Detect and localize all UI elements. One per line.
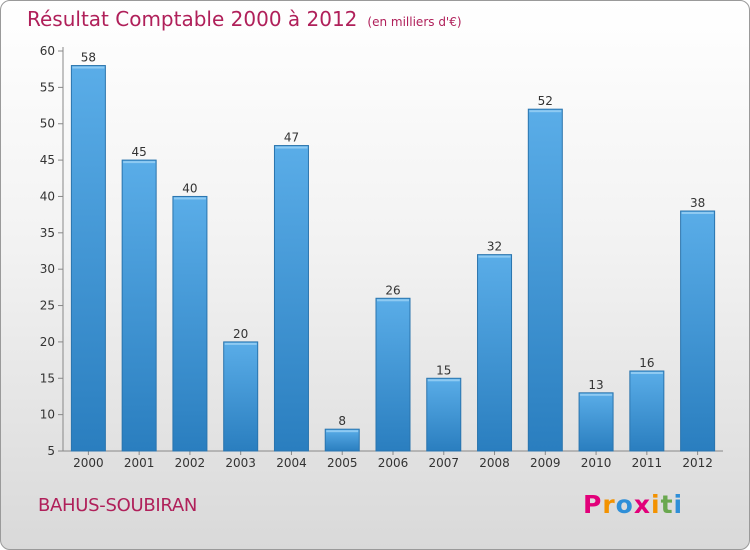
bar	[527, 108, 563, 452]
data-label: 47	[284, 131, 299, 145]
logo-letter: x	[633, 490, 651, 519]
chart-subtitle: (en milliers d'€)	[367, 15, 462, 29]
data-label: 13	[588, 378, 603, 392]
chart-bars	[70, 65, 716, 452]
bar-highlight	[681, 212, 714, 214]
bar-highlight	[224, 342, 257, 345]
x-tick-label: 2010	[581, 456, 612, 470]
logo-letter: t	[660, 490, 674, 519]
data-label: 16	[639, 356, 654, 370]
bar-highlight	[478, 255, 511, 258]
bar-highlight	[123, 161, 156, 164]
chart-labels: 58 2000 45 2001 40 2002 20 2003 47 2004 8 2005 26 200…	[73, 51, 713, 470]
bar-highlight	[326, 430, 359, 433]
y-tick-label: 45	[40, 153, 55, 167]
bar-group	[223, 341, 259, 452]
bar-highlight	[580, 393, 613, 396]
x-tick-label: 2004	[276, 456, 307, 470]
proxiti-logo: Proxiti	[583, 490, 683, 519]
bar	[426, 377, 462, 452]
bar	[324, 428, 360, 452]
logo-letter: i	[673, 490, 684, 519]
data-label: 38	[690, 196, 705, 210]
data-label: 58	[81, 51, 96, 65]
data-label: 32	[487, 240, 502, 254]
chart-title: Résultat Comptable 2000 à 2012 (en millie…	[27, 7, 462, 31]
x-tick-label: 2008	[479, 456, 510, 470]
y-tick-label: 10	[40, 408, 55, 422]
x-tick-label: 2000	[73, 456, 104, 470]
logo-letter: o	[615, 490, 634, 519]
x-tick-label: 2007	[428, 456, 459, 470]
x-tick-label: 2001	[124, 456, 155, 470]
data-label: 26	[385, 283, 400, 297]
y-tick-label: 60	[40, 44, 55, 58]
x-tick-label: 2011	[632, 456, 663, 470]
bar-group	[477, 254, 513, 452]
logo-letter: P	[583, 490, 603, 519]
bar-group	[375, 297, 411, 452]
bar	[121, 159, 157, 452]
data-label: 52	[538, 94, 553, 108]
bar-group	[70, 65, 106, 452]
bar	[375, 297, 411, 452]
bar-highlight	[427, 379, 460, 382]
y-tick-label: 5	[47, 444, 55, 458]
bar-group	[426, 377, 462, 452]
bar	[477, 254, 513, 452]
bar	[680, 210, 716, 452]
bar	[273, 145, 309, 452]
bar	[70, 65, 106, 452]
x-tick-label: 2006	[378, 456, 409, 470]
x-tick-label: 2005	[327, 456, 358, 470]
data-label: 40	[182, 181, 197, 195]
bar-highlight	[630, 372, 663, 374]
y-tick-label: 25	[40, 299, 55, 313]
data-label: 15	[436, 363, 451, 377]
bar	[223, 341, 259, 452]
x-tick-label: 2012	[682, 456, 713, 470]
bar	[578, 392, 614, 452]
bar-group	[273, 145, 309, 452]
chart-title-main: Résultat Comptable 2000 à 2012	[27, 7, 358, 31]
logo-letter: r	[602, 490, 616, 519]
bar-highlight	[377, 299, 409, 302]
bar-group	[578, 392, 614, 452]
bar	[172, 195, 208, 452]
y-tick-label: 20	[40, 335, 55, 349]
logo-letter: i	[651, 490, 661, 519]
bar-group	[629, 370, 665, 452]
y-tick-label: 15	[40, 371, 55, 385]
y-tick-label: 35	[40, 226, 55, 240]
bar	[629, 370, 665, 452]
x-tick-label: 2003	[225, 456, 256, 470]
bar-group	[121, 159, 157, 452]
y-tick-label: 55	[40, 80, 55, 94]
bar-group	[680, 210, 716, 452]
commune-name: BAHUS-SOUBIRAN	[38, 495, 198, 516]
y-tick-label: 50	[40, 117, 55, 131]
data-label: 45	[132, 145, 147, 159]
bar-highlight	[275, 146, 308, 149]
bar-highlight	[72, 66, 105, 69]
y-tick-label: 40	[40, 189, 55, 203]
bar-highlight	[173, 197, 206, 200]
x-tick-label: 2009	[530, 456, 561, 470]
bar-group	[527, 108, 563, 452]
bar-group	[324, 428, 360, 452]
data-label: 8	[338, 414, 346, 428]
data-label: 20	[233, 327, 248, 341]
bar-group	[172, 195, 208, 452]
y-tick-label: 30	[40, 262, 55, 276]
x-tick-label: 2002	[175, 456, 206, 470]
bar-highlight	[529, 110, 562, 113]
